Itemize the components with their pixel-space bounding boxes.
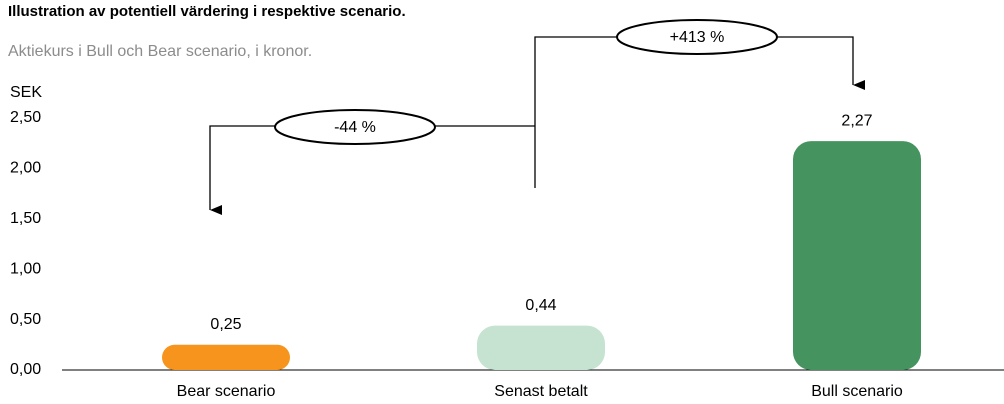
y-tick-label: 2,50 bbox=[10, 109, 41, 126]
x-tick-label: Senast betalt bbox=[494, 383, 588, 400]
value-label: 2,27 bbox=[841, 112, 872, 129]
chart-title: Illustration av potentiell värdering i r… bbox=[8, 3, 406, 20]
bar bbox=[162, 344, 290, 370]
annotation: -44 % bbox=[334, 119, 376, 136]
x-tick-label: Bull scenario bbox=[811, 383, 903, 400]
x-tick-label: Bear scenario bbox=[177, 383, 276, 400]
chart-subtitle: Aktiekurs i Bull och Bear scenario, i kr… bbox=[8, 43, 312, 60]
bar bbox=[793, 141, 921, 370]
y-tick-label: 1,00 bbox=[10, 260, 41, 277]
y-tick-label: 0,00 bbox=[10, 361, 41, 378]
bar bbox=[477, 325, 605, 370]
value-label: 0,44 bbox=[525, 297, 556, 314]
y-tick-label: 0,50 bbox=[10, 311, 41, 328]
y-tick-label: 2,00 bbox=[10, 160, 41, 177]
y-tick-label: 1,50 bbox=[10, 210, 41, 227]
annotation-arrows bbox=[209, 19, 865, 215]
y-axis-label: SEK bbox=[10, 84, 42, 101]
value-label: 0,25 bbox=[210, 316, 241, 333]
annotation: +413 % bbox=[670, 29, 725, 46]
